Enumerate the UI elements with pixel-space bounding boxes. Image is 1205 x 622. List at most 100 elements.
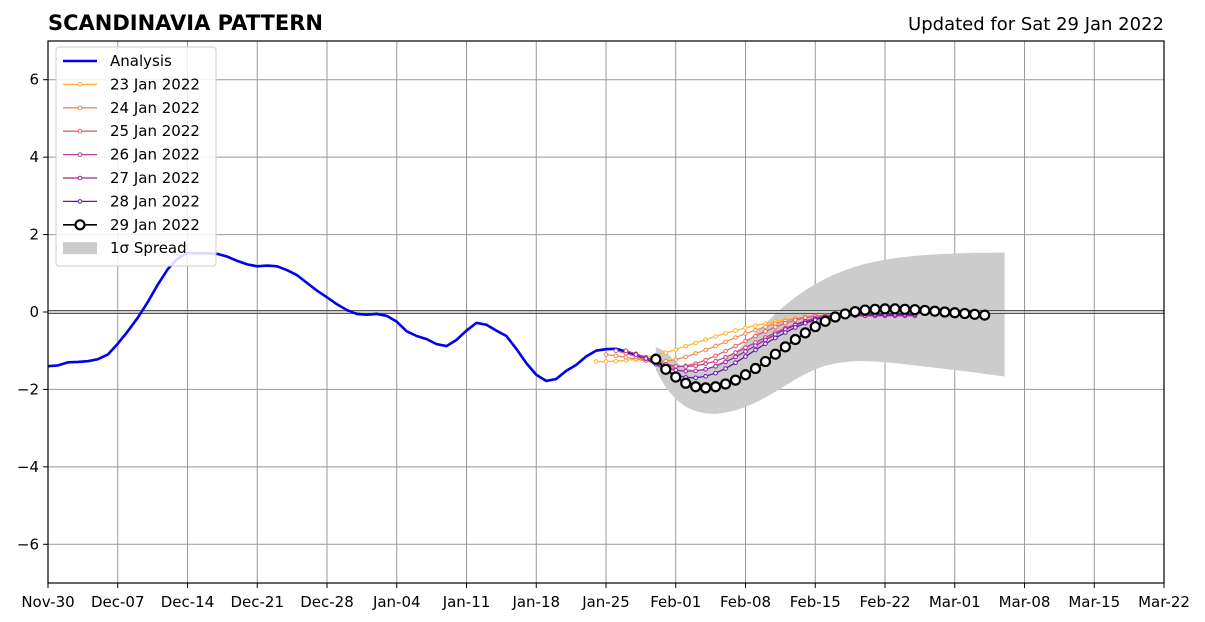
data-point: [753, 343, 758, 348]
data-point: [739, 369, 752, 381]
x-tick-label: Jan-11: [442, 593, 491, 611]
data-point: [769, 348, 781, 360]
y-tick-label: 4: [29, 148, 39, 166]
data-point: [623, 348, 629, 354]
data-point: [693, 368, 698, 374]
data-point: [673, 347, 679, 352]
data-point: [949, 307, 961, 319]
data-point: [723, 359, 728, 365]
x-tick-label: Feb-08: [720, 593, 771, 611]
y-tick-label: 0: [29, 303, 39, 321]
legend-label: 26 Jan 2022: [110, 146, 200, 164]
data-point: [713, 353, 718, 359]
data-point: [713, 363, 718, 369]
data-point: [743, 331, 748, 336]
legend-item: 24 Jan 2022: [63, 99, 200, 117]
data-point: [809, 321, 821, 333]
legend-label: 25 Jan 2022: [110, 122, 200, 140]
data-point: [879, 303, 891, 315]
data-point: [650, 353, 662, 365]
data-point: [633, 352, 639, 357]
data-point: [713, 343, 718, 349]
y-tick-label: −2: [17, 380, 39, 398]
data-point: [802, 320, 808, 326]
x-tick-label: Feb-01: [650, 593, 701, 611]
data-point: [753, 323, 758, 328]
data-point: [719, 378, 732, 390]
x-tick-label: Dec-07: [91, 593, 145, 611]
legend-item: 23 Jan 2022: [63, 75, 200, 93]
data-point: [939, 306, 951, 318]
data-point: [613, 348, 619, 354]
data-point: [829, 311, 841, 323]
data-point: [959, 307, 971, 320]
data-point: [793, 325, 798, 330]
data-point: [789, 333, 801, 346]
legend-marker: [77, 128, 83, 134]
data-point: [683, 343, 689, 349]
data-point: [743, 325, 748, 331]
x-tick-label: Jan-04: [372, 593, 421, 611]
data-point: [793, 317, 798, 323]
data-point: [753, 333, 758, 339]
data-point: [593, 359, 599, 364]
data-point: [723, 339, 728, 345]
data-point: [713, 358, 718, 364]
data-point: [733, 343, 738, 349]
data-point: [763, 324, 768, 330]
data-point: [819, 315, 831, 327]
data-point: [663, 350, 669, 355]
data-point: [869, 303, 881, 315]
data-point: [773, 324, 778, 330]
legend-item: 26 Jan 2022: [63, 146, 200, 164]
data-point: [703, 366, 708, 372]
series-analysis: [47, 251, 647, 383]
data-point: [919, 304, 931, 317]
x-tick-label: Mar-08: [999, 593, 1051, 611]
data-point: [753, 347, 758, 353]
x-tick-label: Dec-28: [300, 593, 354, 611]
data-point: [733, 335, 738, 340]
legend-box: [55, 46, 217, 267]
data-point: [723, 366, 728, 371]
axes: Nov-30 Dec-07 Dec-14 Dec-21 Dec-28 Jan-04 Jan-…: [17, 40, 1190, 611]
legend-marker: [77, 175, 83, 181]
legend-marker: [77, 199, 83, 204]
data-point: [723, 348, 728, 354]
series-forecast: [650, 303, 991, 394]
data-point: [909, 304, 921, 316]
x-tick-label: Jan-25: [581, 593, 630, 611]
legend-label: 28 Jan 2022: [110, 192, 200, 210]
data-point: [849, 306, 861, 318]
data-point: [799, 327, 811, 339]
data-point: [683, 368, 689, 374]
data-point: [703, 337, 708, 342]
legend-label: 24 Jan 2022: [110, 99, 200, 117]
legend-label: 23 Jan 2022: [110, 75, 200, 93]
legend-swatch: [63, 242, 97, 255]
data-point: [693, 375, 698, 381]
data-point: [743, 354, 748, 359]
legend-item: 25 Jan 2022: [63, 122, 200, 140]
data-point: [733, 328, 738, 333]
data-point: [969, 308, 981, 320]
data-point: [710, 381, 722, 393]
chart-subtitle: Updated for Sat 29 Jan 2022: [908, 14, 1164, 35]
data-point: [713, 334, 718, 339]
legend-marker: [74, 219, 86, 231]
x-tick-label: Feb-22: [859, 593, 910, 611]
data-point: [673, 367, 679, 373]
data-point: [723, 354, 728, 360]
data-point: [839, 308, 851, 320]
data-point: [763, 329, 768, 334]
x-tick-label: Dec-21: [230, 593, 284, 611]
legend-label: Analysis: [110, 52, 172, 70]
data-point: [673, 357, 679, 362]
data-point: [703, 347, 708, 353]
data-point: [693, 363, 698, 369]
y-tick-label: −4: [17, 458, 39, 476]
series-forecast-line: [645, 313, 915, 379]
data-point: [783, 320, 788, 326]
data-point: [783, 330, 788, 335]
x-tick-label: Dec-14: [161, 593, 215, 611]
